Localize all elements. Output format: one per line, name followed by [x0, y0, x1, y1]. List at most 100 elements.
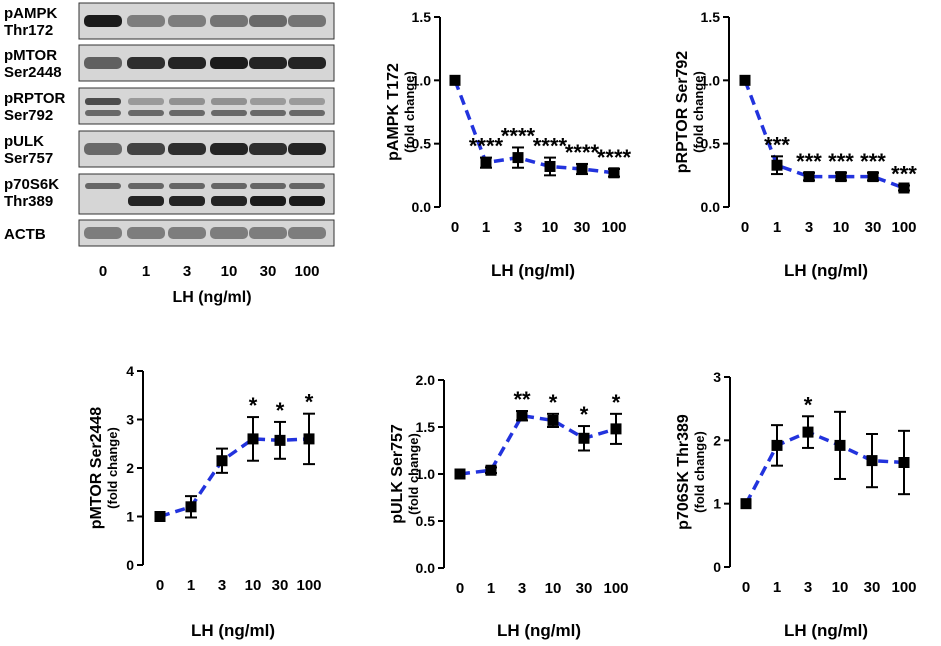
y-axis-label: pRPTOR Ser792	[674, 51, 691, 174]
blot-band-spot	[85, 183, 121, 189]
y-tick-label: 0	[126, 557, 134, 573]
blot-band-spot	[84, 15, 122, 27]
significance-mark: ***	[764, 132, 790, 157]
x-tick-label: 10	[245, 577, 262, 594]
blot-band-spot	[211, 183, 247, 189]
significance-mark: ****	[533, 134, 568, 159]
blot-band-spot	[128, 110, 164, 116]
blot-band-spot	[250, 196, 286, 206]
x-tick-label: 30	[865, 219, 882, 236]
y-tick-label: 1.5	[412, 9, 432, 25]
x-tick-label: 0	[456, 580, 464, 597]
blot-lane-label: 1	[142, 263, 150, 280]
y-axis-sublabel: (fold change)	[402, 71, 417, 153]
blot-band-spot	[210, 57, 248, 69]
significance-mark: ****	[469, 134, 504, 159]
blot-xlabel: LH (ng/ml)	[172, 289, 251, 306]
data-point	[578, 432, 590, 444]
blot-lane-label: 100	[294, 263, 319, 280]
data-point	[185, 501, 197, 513]
blot-band-spot	[211, 110, 247, 116]
y-tick-label: 0.0	[412, 199, 432, 215]
x-tick-label: 100	[296, 577, 321, 594]
significance-mark: *	[580, 402, 589, 427]
x-tick-label: 1	[187, 577, 195, 594]
blot-label-line2: Ser757	[4, 150, 53, 167]
data-point	[803, 171, 815, 183]
significance-mark: ****	[565, 140, 600, 165]
blot-band-spot	[128, 98, 164, 105]
blot-band-spot	[85, 98, 121, 105]
x-tick-label: 10	[833, 219, 850, 236]
data-point	[834, 439, 846, 451]
data-point	[771, 439, 783, 451]
significance-mark: *	[804, 392, 813, 417]
blot-band-spot	[168, 15, 206, 27]
y-tick-label: 1	[713, 496, 721, 512]
blot-frame	[78, 219, 335, 247]
blot-label-line1: p70S6K	[4, 176, 59, 193]
data-point	[835, 171, 847, 183]
x-axis-label: LH (ng/ml)	[491, 261, 575, 280]
blot-label-line2: Thr389	[4, 193, 53, 210]
blot-label-line1: pRPTOR	[4, 90, 66, 107]
blot-band-spot	[250, 110, 286, 116]
x-tick-label: 100	[891, 219, 916, 236]
blot-lane-label: 10	[221, 263, 238, 280]
series-line	[459, 413, 617, 476]
x-tick-label: 30	[576, 580, 593, 597]
blot-band-spot	[288, 15, 326, 27]
x-tick-label: 0	[451, 219, 459, 236]
y-tick-label: 1.5	[701, 9, 721, 25]
x-tick-label: 100	[891, 579, 916, 596]
significance-mark: **	[513, 387, 531, 412]
series-line	[453, 79, 615, 175]
data-point	[739, 74, 751, 86]
significance-mark: *	[612, 390, 621, 415]
x-tick-label: 100	[603, 580, 628, 597]
blot-band-spot	[250, 98, 286, 105]
y-tick-label: 0	[713, 559, 721, 575]
blot-band-spot	[168, 57, 206, 69]
blot-lane-label: 0	[99, 263, 107, 280]
x-axis-label: LH (ng/ml)	[191, 621, 275, 640]
blot-band-spot	[288, 57, 326, 69]
y-tick-label: 2	[713, 432, 721, 448]
blot-band-spot	[289, 98, 325, 105]
data-point	[608, 167, 620, 179]
x-tick-label: 0	[742, 579, 750, 596]
data-point	[154, 511, 166, 522]
blot-band-spot	[210, 15, 248, 27]
blot-band-spot	[169, 183, 205, 189]
significance-mark: ***	[796, 149, 822, 174]
x-tick-label: 0	[156, 577, 164, 594]
significance-mark: *	[276, 398, 285, 423]
y-tick-label: 1	[126, 509, 134, 525]
data-point	[449, 74, 461, 86]
significance-mark: ***	[891, 161, 917, 186]
x-tick-label: 100	[601, 219, 626, 236]
blot-band-spot	[168, 143, 206, 155]
x-tick-label: 1	[482, 219, 490, 236]
blot-band-spot	[210, 227, 248, 239]
significance-mark: *	[549, 390, 558, 415]
y-tick-label: 1.5	[416, 419, 436, 435]
blot-band-spot	[85, 110, 121, 116]
data-point	[247, 433, 259, 445]
x-tick-label: 30	[574, 219, 591, 236]
x-tick-label: 3	[518, 580, 526, 597]
blot-band-spot	[84, 143, 122, 155]
data-point	[740, 498, 752, 510]
blot-label-line1: pMTOR	[4, 47, 57, 64]
blot-band-spot	[249, 143, 287, 155]
x-tick-label: 10	[542, 219, 559, 236]
western-blot: pAMPKThr172pMTORSer2448pRPTORSer792pULKS…	[4, 2, 335, 306]
blot-lane-label: 30	[260, 263, 277, 280]
blot-band-spot	[84, 57, 122, 69]
data-point	[802, 426, 814, 438]
